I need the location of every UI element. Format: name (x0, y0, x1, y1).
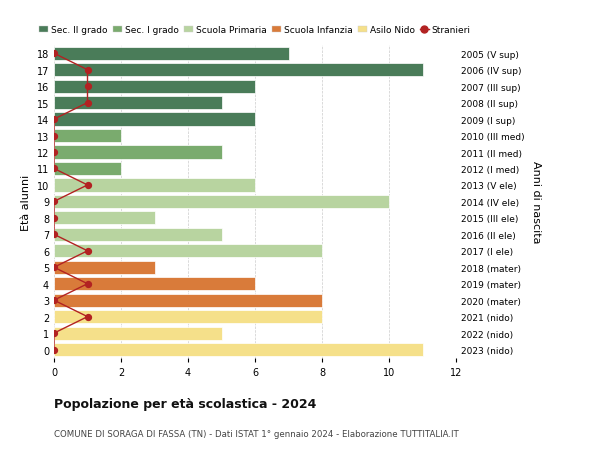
Point (49, 50, 59, 58)
Point (83, 83, 92, 90)
Text: COMUNE DI SORAGA DI FASSA (TN) - Dati ISTAT 1° gennaio 2024 - Elaborazione TUTTI: COMUNE DI SORAGA DI FASSA (TN) - Dati IS… (54, 429, 459, 438)
Point (49, 198, 59, 206)
Bar (54, 261, 155, 274)
Point (49, 215, 59, 222)
Point (49, 231, 59, 239)
Bar (54, 130, 121, 143)
Bar (54, 294, 322, 307)
Point (83, 247, 92, 255)
Bar (54, 278, 255, 291)
Bar (54, 80, 255, 94)
Bar (54, 196, 389, 208)
Bar (54, 212, 155, 225)
Bar (54, 327, 221, 340)
Legend: Sec. II grado, Sec. I grado, Scuola Primaria, Scuola Infanzia, Asilo Nido, Stran: Sec. II grado, Sec. I grado, Scuola Prim… (40, 26, 470, 35)
Point (83, 280, 92, 288)
Bar (54, 97, 221, 110)
Point (49, 133, 59, 140)
Point (49, 330, 59, 337)
Point (83, 313, 92, 321)
Point (49, 346, 59, 353)
Point (49, 165, 59, 173)
Bar (54, 310, 322, 324)
Text: Popolazione per età scolastica - 2024: Popolazione per età scolastica - 2024 (54, 397, 316, 410)
Point (83, 67, 92, 74)
Point (49, 297, 59, 304)
Bar (54, 179, 255, 192)
Point (83, 100, 92, 107)
Point (49, 149, 59, 157)
Bar (54, 146, 221, 159)
Point (83, 182, 92, 189)
Bar (54, 245, 322, 258)
Bar (54, 343, 422, 356)
Point (49, 264, 59, 271)
Bar (54, 228, 221, 241)
Bar (54, 162, 121, 176)
Y-axis label: Anni di nascita: Anni di nascita (531, 161, 541, 243)
Bar (54, 64, 422, 77)
Bar (54, 113, 255, 126)
Y-axis label: Età alunni: Età alunni (21, 174, 31, 230)
Point (49, 116, 59, 123)
Bar (54, 48, 289, 61)
